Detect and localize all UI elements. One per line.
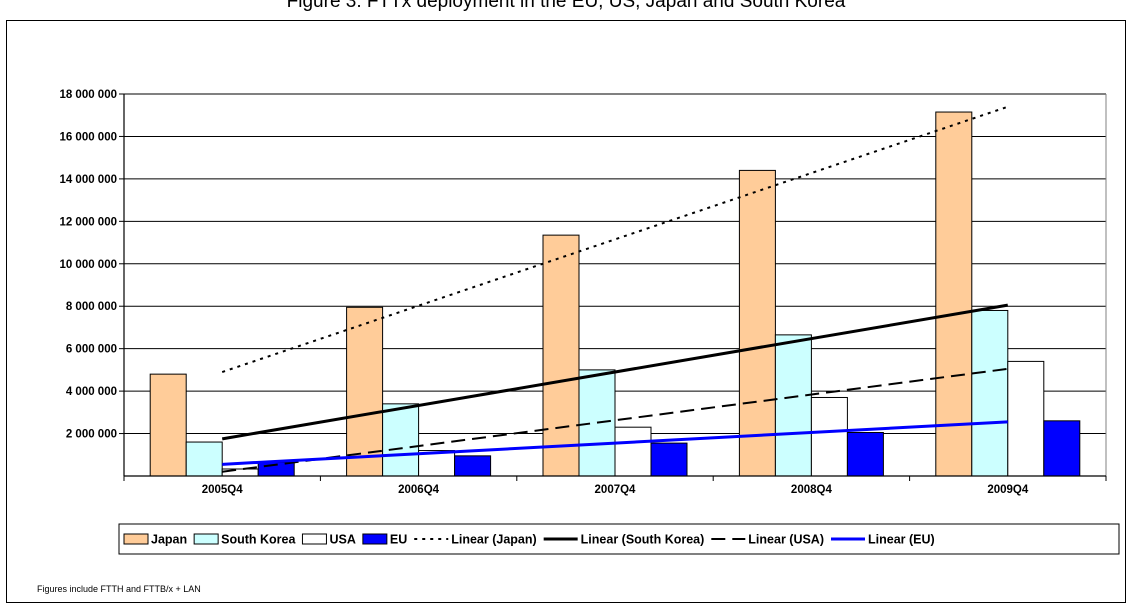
footnote: Figures include FTTH and FTTB/x + LAN <box>37 584 201 594</box>
bar-south-korea-2008q4 <box>774 334 812 477</box>
bar-south-korea-2009q4 <box>971 309 1009 477</box>
legend-label-linear-eu: Linear (EU) <box>868 533 935 547</box>
trendline-linear-south-korea <box>221 303 1009 441</box>
y-tick-label: 18 000 000 <box>59 89 117 101</box>
bar-south-korea-2005q4 <box>185 441 223 477</box>
bar-usa-2008q4 <box>810 396 848 477</box>
bar-eu-2007q4 <box>650 442 688 477</box>
y-tick-label: 12 000 000 <box>59 216 117 228</box>
x-tick-label: 2005Q4 <box>202 484 244 496</box>
legend-swatch-japan <box>123 533 149 545</box>
y-tick-label: 16 000 000 <box>59 131 117 143</box>
trendline-linear-usa <box>222 367 1008 473</box>
y-tick-label: 2 000 000 <box>66 429 117 441</box>
x-tick-label: 2007Q4 <box>595 484 637 496</box>
x-tick-label: 2009Q4 <box>987 484 1029 496</box>
chart-frame: 2 000 000 4 000 000 6 000 000 8 000 000 10 0… <box>6 20 1126 603</box>
legend-label-eu: EU <box>390 533 407 547</box>
legend-swatch-south-korea <box>193 533 219 545</box>
bar-japan-2006q4 <box>346 306 384 477</box>
legend-box <box>118 523 1120 555</box>
y-tick-label: 4 000 000 <box>66 386 117 398</box>
bar-usa-2009q4 <box>1007 360 1045 477</box>
y-tick-label: 6 000 000 <box>66 344 117 356</box>
bar-south-korea-2007q4 <box>578 369 616 477</box>
legend-label-usa: USA <box>329 533 355 547</box>
y-tick-label: 14 000 000 <box>59 174 117 186</box>
bar-japan-2005q4 <box>149 373 187 477</box>
legend-label-linear-usa: Linear (USA) <box>748 533 824 547</box>
bar-usa-2007q4 <box>614 426 652 477</box>
y-tick-label: 10 000 000 <box>59 259 117 271</box>
bar-eu-2006q4 <box>454 455 492 477</box>
trendline-linear-japan <box>221 105 1009 373</box>
legend-swatch-usa <box>301 533 327 545</box>
bar-japan-2008q4 <box>738 169 776 477</box>
chart: 2 000 000 4 000 000 6 000 000 8 000 000 10 0… <box>59 89 1120 555</box>
x-tick-label: 2008Q4 <box>791 484 833 496</box>
y-tick-label: 8 000 000 <box>66 301 117 313</box>
bar-eu-2008q4 <box>846 431 884 477</box>
bar-japan-2009q4 <box>935 111 973 477</box>
legend-label-japan: Japan <box>151 533 187 547</box>
x-tick-label: 2006Q4 <box>398 484 440 496</box>
bar-japan-2007q4 <box>542 234 580 477</box>
bar-south-korea-2006q4 <box>382 403 420 477</box>
legend-swatch-eu <box>362 533 388 545</box>
figure-title: Figure 3: FTTx deployment in the EU, US,… <box>286 0 846 12</box>
trendline-linear-eu <box>222 420 1008 466</box>
legend-label-linear-south-korea: Linear (South Korea) <box>581 533 705 547</box>
bar-eu-2009q4 <box>1043 420 1081 477</box>
legend-label-linear-japan: Linear (Japan) <box>451 533 536 547</box>
legend-label-south-korea: South Korea <box>221 533 296 547</box>
